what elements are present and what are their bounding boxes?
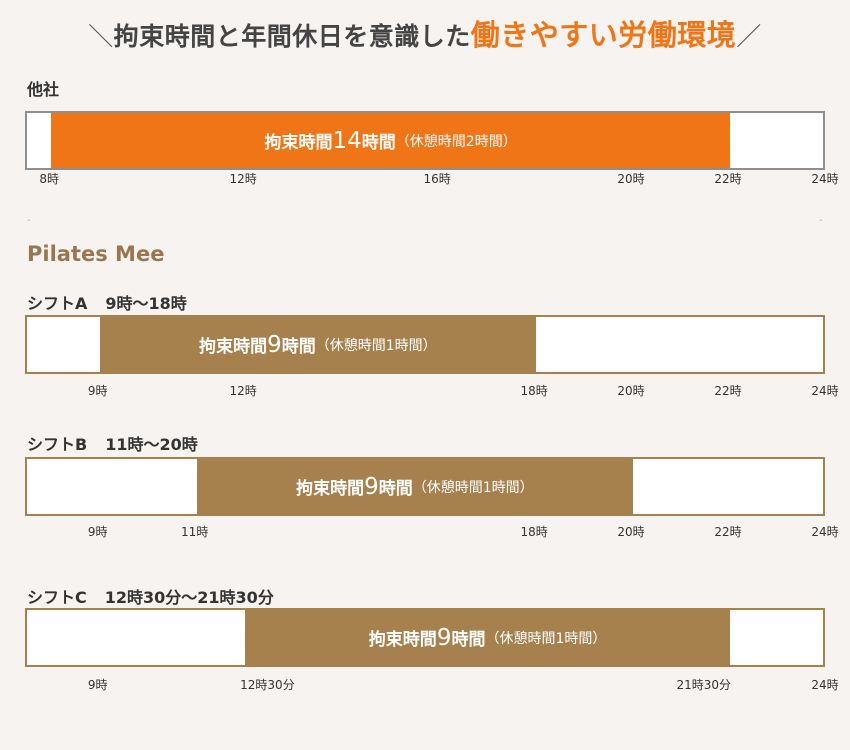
page-heading: ＼拘束時間と年間休日を意識した働きやすい労働環境／ bbox=[0, 12, 850, 54]
timeline-box-shift-b: 拘束時間 9 時間 （休憩時間1時間） bbox=[25, 457, 825, 516]
chart-label-text: 他社 bbox=[27, 80, 60, 99]
bar-text-suffix: 時間 bbox=[451, 630, 486, 650]
tick-label: 16時 bbox=[423, 172, 451, 186]
tick-label: 21時30分 bbox=[676, 678, 732, 692]
bar-text-suffix: 時間 bbox=[281, 337, 316, 357]
heading-slash-left: ＼ bbox=[88, 22, 114, 51]
timeline-box-shift-c: 拘束時間 9 時間 （休憩時間1時間） bbox=[25, 608, 825, 667]
heading-slash-right: ／ bbox=[736, 22, 762, 51]
separator-right: - bbox=[819, 215, 823, 226]
shift-name: シフトB bbox=[27, 435, 88, 454]
tick-label: 24時 bbox=[811, 384, 839, 398]
tick-label: 24時 bbox=[811, 678, 839, 692]
tick-label: 8時 bbox=[39, 172, 60, 186]
chart-label-shift-a: シフトA 9時〜18時 bbox=[27, 290, 187, 314]
timeline-bar-shift-b: 拘束時間 9 時間 （休憩時間1時間） bbox=[196, 459, 634, 514]
tick-label: 20時 bbox=[617, 384, 645, 398]
bar-text-num: 9 bbox=[436, 624, 452, 651]
tick-label: 9時 bbox=[87, 384, 108, 398]
chart-label-other-company: 他社 bbox=[27, 76, 59, 100]
chart-label-shift-b: シフトB 11時〜20時 bbox=[27, 431, 198, 455]
tick-label: 11時 bbox=[181, 525, 209, 539]
heading-accent: 働きやすい労働環境 bbox=[470, 18, 737, 52]
timeline-box-other-company: 拘束時間 14 時間 （休憩時間2時間） bbox=[25, 111, 825, 170]
tick-label: 9時 bbox=[87, 678, 108, 692]
timeline-bar-other-company: 拘束時間 14 時間 （休憩時間2時間） bbox=[51, 113, 731, 168]
section-title: Pilates Mee bbox=[27, 242, 165, 266]
timeline-bar-shift-a: 拘束時間 9 時間 （休憩時間1時間） bbox=[99, 317, 537, 372]
tick-label: 12時 bbox=[229, 384, 257, 398]
shift-time: 12時30分〜21時30分 bbox=[104, 588, 274, 607]
bar-text-note: （休憩時間1時間） bbox=[485, 630, 607, 647]
bar-text-prefix: 拘束時間 bbox=[199, 337, 268, 357]
bar-text-note: （休憩時間1時間） bbox=[315, 337, 437, 354]
bar-text-num: 14 bbox=[332, 127, 362, 154]
tick-label: 18時 bbox=[520, 525, 548, 539]
bar-text-note: （休憩時間2時間） bbox=[395, 133, 517, 150]
tick-label: 12時 bbox=[229, 172, 257, 186]
bar-text-prefix: 拘束時間 bbox=[264, 133, 333, 153]
bar-text-suffix: 時間 bbox=[361, 133, 396, 153]
tick-label: 24時 bbox=[811, 172, 839, 186]
tick-label: 24時 bbox=[811, 525, 839, 539]
tick-label: 22時 bbox=[714, 525, 742, 539]
tick-label: 22時 bbox=[714, 384, 742, 398]
shift-time: 11時〜20時 bbox=[105, 435, 198, 454]
bar-text-suffix: 時間 bbox=[378, 479, 413, 499]
tick-label: 18時 bbox=[520, 384, 548, 398]
timeline-bar-shift-c: 拘束時間 9 時間 （休憩時間1時間） bbox=[245, 610, 731, 665]
tick-label: 20時 bbox=[617, 172, 645, 186]
shift-name: シフトA bbox=[27, 294, 88, 313]
chart-label-shift-c: シフトC 12時30分〜21時30分 bbox=[27, 584, 274, 608]
timeline-box-shift-a: 拘束時間 9 時間 （休憩時間1時間） bbox=[25, 315, 825, 374]
heading-text: 拘束時間と年間休日を意識した bbox=[113, 22, 471, 51]
shift-time: 9時〜18時 bbox=[105, 294, 187, 313]
tick-label: 12時30分 bbox=[240, 678, 295, 692]
separator-left: - bbox=[27, 215, 31, 226]
bar-text-num: 9 bbox=[267, 331, 282, 358]
bar-text-note: （休憩時間1時間） bbox=[412, 479, 534, 496]
tick-label: 20時 bbox=[617, 525, 645, 539]
bar-text-num: 9 bbox=[364, 473, 379, 500]
bar-text-prefix: 拘束時間 bbox=[368, 630, 437, 650]
bar-text-prefix: 拘束時間 bbox=[296, 479, 365, 499]
shift-name: シフトC bbox=[27, 588, 87, 607]
tick-label: 22時 bbox=[714, 172, 742, 186]
tick-label: 9時 bbox=[87, 525, 108, 539]
